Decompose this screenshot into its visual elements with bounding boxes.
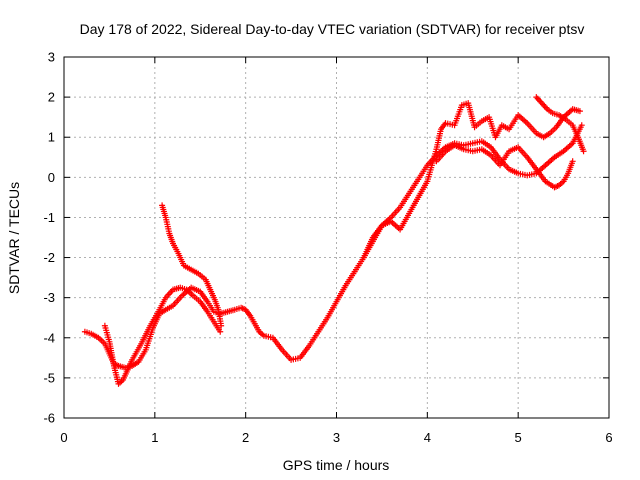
y-axis-label: SDTVAR / TECUs [6,182,22,294]
y-tick-label: -2 [43,250,55,265]
series-track-1 [81,122,585,371]
data-point [569,158,576,165]
grid [64,57,609,418]
y-tick-label: -1 [43,210,55,225]
x-tick-label: 6 [605,430,612,445]
y-tick-label: -3 [43,290,55,305]
series-track-4 [360,100,583,261]
x-tick-label: 2 [242,430,249,445]
chart-title: Day 178 of 2022, Sidereal Day-to-day VTE… [80,21,585,37]
x-tick-label: 0 [60,430,67,445]
axis-ticks: 0 1 2 3 4 5 6 -6 -5 -4 -3 -2 -1 0 1 2 3 [43,50,612,446]
y-tick-label: -6 [43,411,55,426]
y-tick-label: -4 [43,330,55,345]
data-point [218,322,225,329]
series-track-6 [533,94,587,155]
y-tick-label: 0 [48,170,55,185]
x-tick-label: 5 [515,430,522,445]
series-track-3 [159,202,225,329]
x-tick-label: 1 [151,430,158,445]
data-point [580,148,587,155]
series-track-5 [433,142,576,191]
x-tick-label: 4 [424,430,431,445]
y-tick-label: 1 [48,130,55,145]
data-marks [81,94,587,387]
data-point [217,328,224,335]
y-tick-label: 2 [48,90,55,105]
y-tick-label: -5 [43,370,55,385]
data-point [576,108,583,115]
y-tick-label: 3 [48,50,55,65]
x-axis-label: GPS time / hours [283,457,390,473]
x-tick-label: 3 [333,430,340,445]
series-track-2 [101,284,224,387]
data-point [578,122,585,129]
